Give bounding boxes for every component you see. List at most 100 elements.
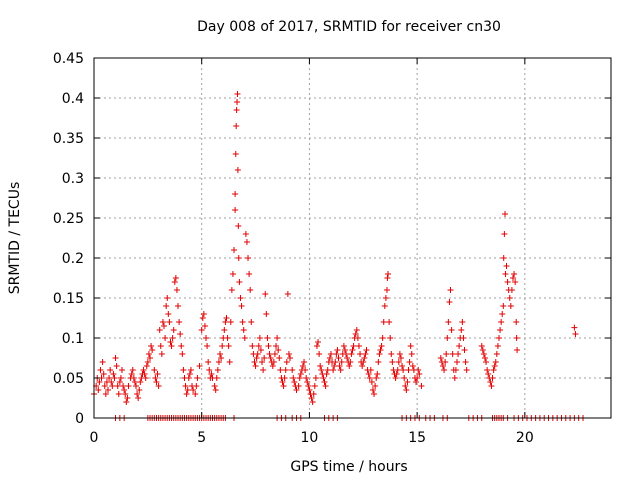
data-point — [110, 371, 117, 377]
data-point — [283, 359, 290, 365]
data-point — [246, 271, 253, 277]
data-point — [285, 351, 292, 357]
data-point — [99, 359, 106, 365]
data-point — [203, 335, 210, 341]
x-tick-label: 20 — [516, 430, 534, 446]
data-point — [111, 375, 118, 381]
data-point — [493, 351, 500, 357]
data-point — [157, 343, 164, 349]
data-point — [240, 327, 247, 333]
data-point — [513, 319, 520, 325]
data-point — [360, 359, 367, 365]
data-point — [373, 375, 380, 381]
data-point — [271, 351, 278, 357]
data-point — [251, 359, 258, 365]
data-point — [180, 367, 187, 373]
data-point — [407, 343, 414, 349]
data-point — [492, 359, 499, 365]
data-point — [393, 371, 400, 377]
data-point — [154, 371, 161, 377]
data-point — [101, 383, 108, 389]
data-point — [404, 379, 411, 385]
plot-frame — [93, 57, 612, 419]
data-point — [394, 367, 401, 373]
data-point — [124, 395, 131, 401]
data-point — [341, 347, 348, 353]
data-point — [317, 363, 324, 369]
data-point — [447, 287, 454, 293]
data-point — [276, 355, 283, 361]
data-point — [96, 379, 103, 385]
data-point — [313, 343, 320, 349]
data-point — [459, 319, 466, 325]
data-point — [295, 383, 302, 389]
data-point — [418, 383, 425, 389]
data-point — [211, 383, 218, 389]
data-point — [437, 355, 444, 361]
data-point — [232, 151, 239, 157]
y-axis-tick-labels: 0 0.05 0.1 0.15 0.2 0.25 0.3 0.35 0.4 0.45 — [53, 51, 84, 427]
data-point — [243, 239, 250, 245]
data-point — [458, 327, 465, 333]
y-tick-label: 0.35 — [53, 131, 84, 147]
data-point — [270, 359, 277, 365]
data-point — [414, 375, 421, 381]
data-point — [379, 335, 386, 341]
data-point — [501, 231, 508, 237]
data-point — [225, 343, 232, 349]
data-point — [367, 367, 374, 373]
data-point — [380, 319, 387, 325]
data-point — [142, 375, 149, 381]
data-point — [175, 303, 182, 309]
data-point — [369, 387, 376, 393]
data-point — [305, 383, 312, 389]
data-point — [264, 335, 271, 341]
data-point — [401, 375, 408, 381]
data-point — [456, 343, 463, 349]
data-point — [121, 387, 128, 393]
data-point — [247, 287, 254, 293]
data-point — [155, 383, 162, 389]
data-point — [499, 311, 506, 317]
data-point — [242, 231, 249, 237]
data-point — [480, 351, 487, 357]
data-point — [113, 363, 120, 369]
data-point — [455, 351, 462, 357]
y-tick-label: 0.2 — [62, 251, 84, 267]
data-point — [478, 343, 485, 349]
data-point — [172, 275, 179, 281]
data-point — [253, 355, 260, 361]
y-tick-label: 0 — [75, 411, 84, 427]
data-point — [254, 351, 261, 357]
data-point — [396, 351, 403, 357]
y-tick-label: 0.45 — [53, 51, 84, 67]
data-point — [409, 363, 416, 369]
y-tick-label: 0.1 — [62, 331, 84, 347]
data-point — [506, 295, 513, 301]
data-point — [400, 367, 407, 373]
data-point — [107, 367, 114, 373]
data-point — [385, 271, 392, 277]
data-point — [187, 367, 194, 373]
data-point — [279, 379, 286, 385]
x-tick-label: 10 — [301, 430, 319, 446]
data-point — [133, 383, 140, 389]
data-point — [97, 367, 104, 373]
data-point — [572, 331, 579, 337]
data-point — [267, 355, 274, 361]
data-point — [256, 335, 263, 341]
data-point — [333, 351, 340, 357]
data-point — [389, 359, 396, 365]
data-point — [229, 271, 236, 277]
axis-ticks — [93, 57, 611, 419]
data-point — [485, 371, 492, 377]
data-point — [178, 343, 185, 349]
data-point — [169, 335, 176, 341]
data-point — [312, 375, 319, 381]
data-point — [392, 375, 399, 381]
data-point — [136, 387, 143, 393]
data-point — [363, 347, 370, 353]
data-point — [166, 319, 173, 325]
data-point — [494, 343, 501, 349]
data-point — [100, 371, 107, 377]
